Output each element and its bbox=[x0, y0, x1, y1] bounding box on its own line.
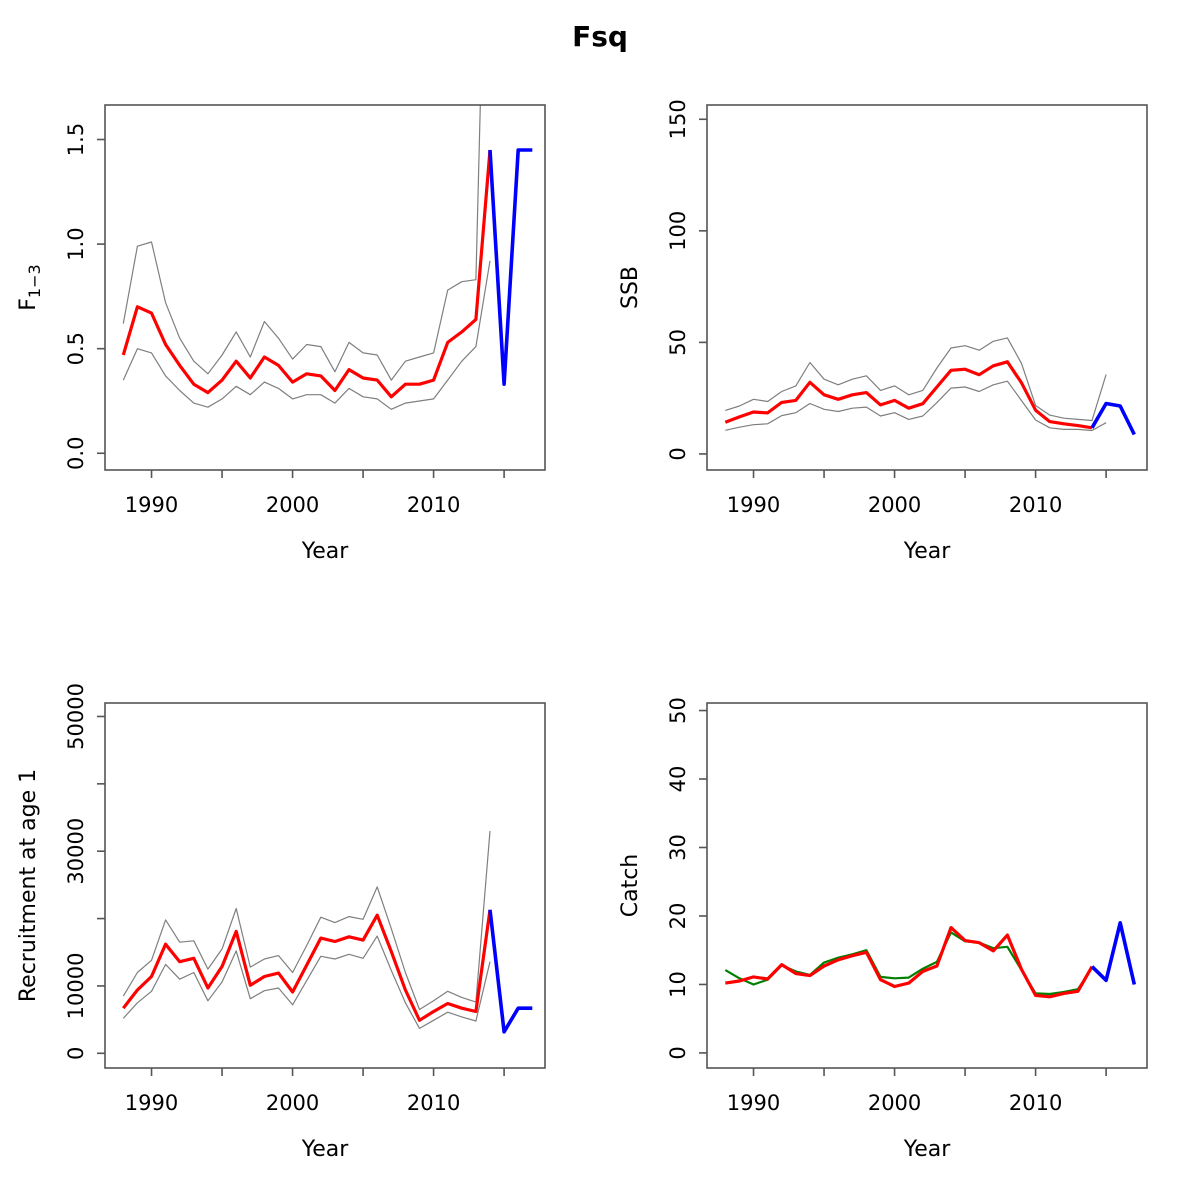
catch-x-tick-label: 1990 bbox=[727, 1091, 780, 1115]
recruitment-forecast-line bbox=[488, 909, 533, 1034]
recruitment-ci-upper-line bbox=[122, 830, 491, 1011]
recruitment-x-axis-label: Year bbox=[301, 1137, 350, 1162]
ssb-ci-lower-line bbox=[725, 380, 1107, 432]
catch-y-tick-label: 50 bbox=[666, 697, 690, 724]
ssb-y-tick-label: 150 bbox=[666, 99, 690, 139]
recruitment-y-axis-label: Recruitment at age 1 bbox=[16, 769, 41, 1002]
fishing-mortality-y-tick-label: 1.5 bbox=[64, 123, 88, 156]
ssb-plot-box bbox=[706, 104, 1148, 471]
recruitment-x-tick-label: 2010 bbox=[407, 1091, 460, 1115]
catch-forecast-line bbox=[1090, 920, 1137, 985]
fishing-mortality-series-group bbox=[121, 105, 533, 410]
ssb-y-tick-label: 100 bbox=[666, 211, 690, 251]
ssb-x-axis-label: Year bbox=[903, 539, 952, 564]
fishing-mortality-forecast-line bbox=[488, 148, 533, 387]
catch-y-tick-label: 40 bbox=[666, 766, 690, 793]
fishing-mortality-estimate-line bbox=[121, 149, 492, 399]
recruitment-ci-lower-line bbox=[122, 935, 491, 1030]
ssb-y-tick-label: 0 bbox=[666, 447, 690, 460]
ssb-x-tick-label: 1990 bbox=[727, 493, 780, 517]
ssb-y-tick-label: 50 bbox=[666, 329, 690, 356]
ssb-y-axis-label: SSB bbox=[618, 266, 643, 309]
recruitment-series-group bbox=[122, 830, 533, 1034]
recruitment-y-tick-label: 0 bbox=[64, 1047, 88, 1060]
panel-catch: 1990 2000 2010 0 10 20 30 40 50 Year Catch bbox=[618, 697, 1148, 1162]
panel-fishing-mortality: 1990 2000 2010 0.0 0.5 1.0 1.5 Year F1−3 bbox=[16, 104, 546, 564]
catch-y-tick-label: 30 bbox=[666, 834, 690, 861]
ssb-forecast-line bbox=[1090, 401, 1136, 436]
fishing-mortality-x-axis-label: Year bbox=[301, 539, 350, 564]
catch-y-tick-label: 0 bbox=[666, 1046, 690, 1059]
ssb-estimate-line bbox=[724, 360, 1093, 430]
fishing-mortality-y-tick-label: 0.0 bbox=[64, 437, 88, 470]
ssb-ci-upper-line bbox=[725, 337, 1107, 422]
recruitment-x-tick-label: 1990 bbox=[125, 1091, 178, 1115]
recruitment-y-tick-label: 50000 bbox=[64, 683, 88, 750]
fishing-mortality-x-tick-label: 2000 bbox=[266, 493, 319, 517]
catch-y-axis-label: Catch bbox=[618, 854, 643, 918]
catch-y-tick-label: 10 bbox=[666, 971, 690, 998]
recruitment-y-tick-label: 30000 bbox=[64, 818, 88, 885]
recruitment-estimate-line bbox=[122, 909, 492, 1022]
fishing-mortality-x-tick-label: 1990 bbox=[125, 493, 178, 517]
ssb-x-tick-label: 2000 bbox=[868, 493, 921, 517]
catch-y-tick-label: 20 bbox=[666, 903, 690, 930]
panel-recruitment: 1990 2000 2010 0 10000 30000 50000 Year Recruitm… bbox=[16, 683, 546, 1162]
ssb-series-group bbox=[724, 337, 1136, 436]
fishing-mortality-y-tick-label: 1.0 bbox=[64, 227, 88, 260]
recruitment-plot-box bbox=[104, 702, 546, 1069]
catch-x-tick-label: 2010 bbox=[1009, 1091, 1062, 1115]
figure-title: Fsq bbox=[572, 20, 628, 53]
fishing-mortality-y-tick-label: 0.5 bbox=[64, 332, 88, 365]
catch-x-tick-label: 2000 bbox=[868, 1091, 921, 1115]
fishing-mortality-y-axis-label: F1−3 bbox=[16, 264, 44, 310]
catch-plot-box bbox=[706, 702, 1148, 1069]
fishing-mortality-ci-upper-line bbox=[122, 105, 481, 381]
fishing-mortality-x-tick-label: 2010 bbox=[407, 493, 460, 517]
recruitment-x-tick-label: 2000 bbox=[266, 1091, 319, 1115]
recruitment-y-tick-label: 10000 bbox=[64, 953, 88, 1020]
fishing-mortality-plot-box bbox=[104, 104, 546, 471]
panel-ssb: 1990 2000 2010 0 50 100 150 Year SSB bbox=[618, 99, 1148, 564]
catch-series-group bbox=[724, 920, 1137, 999]
fishing-mortality-ci-lower-line bbox=[122, 260, 491, 410]
catch-x-axis-label: Year bbox=[903, 1137, 952, 1162]
ssb-x-tick-label: 2010 bbox=[1009, 493, 1062, 517]
catch-observed-line bbox=[724, 931, 1093, 996]
catch-estimate-line bbox=[725, 925, 1094, 999]
